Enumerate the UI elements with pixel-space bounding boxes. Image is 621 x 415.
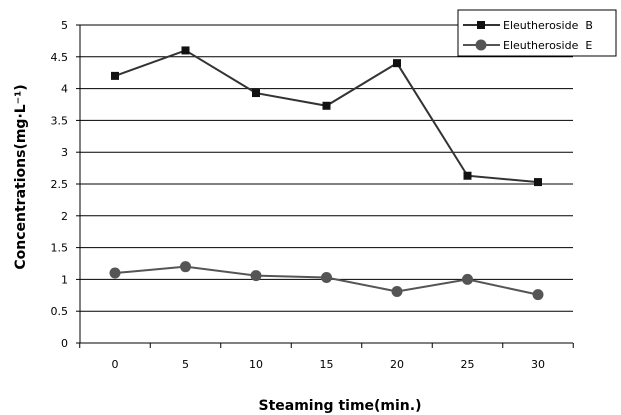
data-point — [321, 271, 332, 283]
x-axis-label: Steaming time(min.) — [258, 398, 421, 414]
data-point — [111, 71, 119, 80]
series-b — [111, 46, 542, 187]
data-point — [180, 261, 191, 273]
legend-label: Eleutheroside B — [503, 19, 593, 32]
y-tick-label: 1 — [61, 273, 68, 286]
y-tick-label: 5 — [61, 19, 68, 32]
data-point — [181, 46, 190, 55]
data-point — [322, 101, 331, 110]
data-point — [250, 270, 262, 282]
x-axis-ticks: 0 5 10 15 20 25 30 — [79, 343, 574, 371]
x-tick-label: 20 — [390, 358, 404, 371]
series-group — [109, 46, 544, 301]
data-point — [534, 178, 542, 187]
data-point — [252, 89, 260, 98]
y-axis-label: Concentrations(mg·L⁻¹) — [13, 84, 29, 269]
legend: Eleutheroside B Eleutheroside E — [457, 9, 617, 57]
x-tick-label: 5 — [182, 358, 189, 371]
y-axis-ticks: 0 0.5 1 1.5 2 2.5 3 3.5 4 4.5 5 — [51, 19, 80, 350]
gridlines — [80, 24, 573, 312]
x-tick-label: 0 — [112, 358, 119, 371]
y-tick-label: 4.5 — [51, 51, 69, 64]
legend-marker — [475, 39, 487, 51]
series-line — [114, 49, 539, 184]
data-point — [391, 285, 403, 297]
data-point — [463, 171, 472, 180]
data-point — [532, 289, 544, 301]
data-point — [462, 273, 473, 285]
y-tick-label: 2 — [61, 210, 68, 223]
legend-label: Eleutheroside E — [503, 39, 592, 52]
legend-marker — [477, 21, 485, 29]
y-tick-label: 3.5 — [51, 114, 69, 127]
data-point — [109, 267, 121, 279]
y-tick-label: 1.5 — [51, 242, 69, 255]
y-tick-label: 0.5 — [51, 305, 69, 318]
x-tick-label: 30 — [531, 358, 545, 371]
data-point — [393, 59, 401, 68]
x-tick-label: 10 — [249, 358, 263, 371]
y-tick-label: 4 — [61, 83, 68, 96]
y-tick-label: 2.5 — [51, 178, 69, 191]
x-tick-label: 15 — [320, 358, 334, 371]
x-tick-label: 25 — [461, 358, 475, 371]
series-e — [109, 261, 544, 301]
y-tick-label: 0 — [61, 337, 68, 350]
y-tick-label: 3 — [61, 146, 68, 159]
